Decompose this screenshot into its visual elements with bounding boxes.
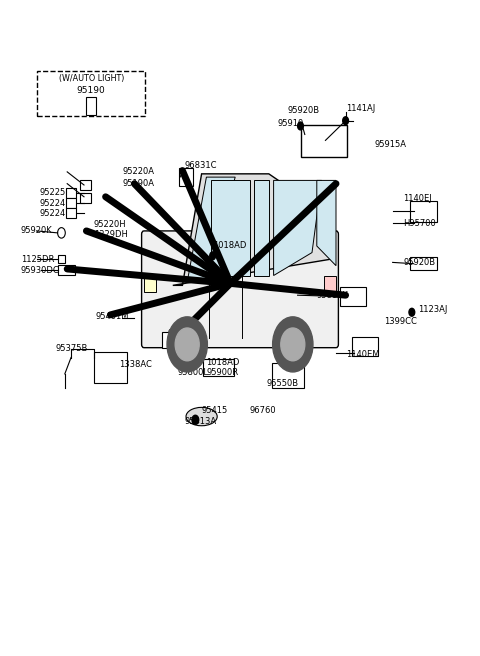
Circle shape [210, 252, 216, 260]
Circle shape [58, 228, 65, 238]
Text: 1229DH: 1229DH [94, 230, 128, 239]
Polygon shape [187, 177, 235, 282]
Bar [340, 287, 366, 306]
Text: 95375B: 95375B [55, 344, 87, 354]
Text: 1125DR: 1125DR [21, 255, 54, 264]
Circle shape [167, 317, 207, 372]
Text: 95415: 95415 [202, 406, 228, 415]
Bar [351, 337, 378, 356]
Text: 1123AJ: 1123AJ [418, 305, 447, 314]
Circle shape [192, 415, 199, 424]
Circle shape [273, 317, 313, 372]
Text: 95810K: 95810K [317, 291, 348, 300]
Text: 96831C: 96831C [185, 161, 217, 170]
Polygon shape [211, 180, 250, 276]
Bar [162, 332, 193, 348]
Text: 95220H: 95220H [94, 220, 126, 229]
Text: 1018AD: 1018AD [213, 241, 246, 251]
Bar [179, 168, 193, 186]
Bar [66, 198, 76, 209]
Text: 95413A: 95413A [185, 417, 217, 426]
Text: 95920B: 95920B [287, 106, 319, 115]
Bar [80, 193, 91, 203]
Circle shape [298, 122, 303, 130]
Bar [301, 125, 347, 157]
Polygon shape [254, 180, 269, 276]
Bar [272, 363, 304, 388]
FancyBboxPatch shape [142, 231, 338, 348]
Polygon shape [173, 174, 331, 285]
Circle shape [281, 328, 305, 361]
Text: 1399CC: 1399CC [384, 317, 417, 326]
Ellipse shape [186, 407, 217, 426]
Bar [66, 188, 76, 198]
Bar [58, 265, 75, 276]
Text: 96760: 96760 [250, 406, 276, 415]
Text: 95220A: 95220A [122, 167, 155, 176]
Text: 1141AJ: 1141AJ [346, 104, 375, 113]
Text: 1018AD: 1018AD [206, 358, 240, 367]
Text: 95920B: 95920B [403, 258, 435, 267]
Circle shape [409, 308, 415, 316]
Text: 95190A: 95190A [122, 179, 155, 188]
Text: 95915A: 95915A [374, 140, 407, 149]
Bar [203, 359, 234, 375]
Bar [144, 276, 156, 292]
Bar [410, 201, 437, 222]
Bar [58, 255, 65, 263]
Text: 95224: 95224 [40, 199, 66, 208]
Text: 95920K: 95920K [21, 226, 52, 236]
Text: 95930DC: 95930DC [21, 266, 60, 275]
Bar [80, 180, 91, 190]
Text: 95190: 95190 [77, 86, 106, 95]
Polygon shape [274, 180, 322, 276]
Text: (W/AUTO LIGHT): (W/AUTO LIGHT) [59, 74, 124, 83]
Polygon shape [317, 180, 336, 266]
Bar [86, 97, 96, 115]
Bar [324, 276, 336, 292]
Text: 95800L: 95800L [178, 368, 209, 377]
Bar [66, 208, 76, 218]
Text: 95225: 95225 [40, 188, 66, 197]
Text: 1338AC: 1338AC [119, 359, 152, 369]
FancyBboxPatch shape [37, 71, 145, 116]
Text: 95224: 95224 [40, 209, 66, 218]
Text: 1140EM: 1140EM [346, 350, 379, 359]
Circle shape [343, 117, 348, 125]
Text: 95900R: 95900R [206, 368, 239, 377]
Bar [94, 352, 127, 383]
Bar [410, 257, 437, 270]
Text: H95700: H95700 [403, 218, 436, 228]
Text: 95401M: 95401M [96, 312, 130, 321]
Text: 1140EJ: 1140EJ [403, 194, 432, 203]
Text: 95800K: 95800K [168, 329, 200, 338]
Text: 95550B: 95550B [266, 379, 299, 388]
Circle shape [175, 328, 199, 361]
Text: 95910: 95910 [277, 119, 304, 128]
